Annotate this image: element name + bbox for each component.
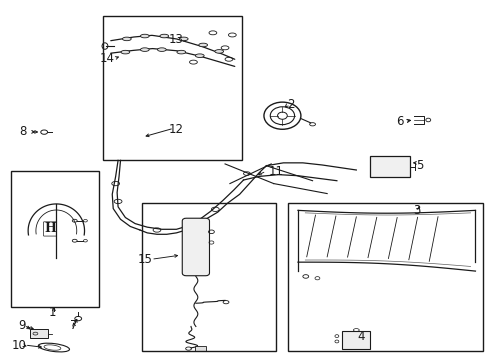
- Ellipse shape: [177, 50, 185, 54]
- Bar: [195, 346, 205, 351]
- Text: 12: 12: [168, 123, 183, 136]
- Text: 9: 9: [18, 319, 25, 332]
- Ellipse shape: [33, 332, 38, 335]
- Text: 8: 8: [20, 125, 27, 138]
- Text: 6: 6: [396, 114, 403, 127]
- Text: 11: 11: [268, 165, 283, 177]
- Text: 3: 3: [412, 204, 420, 217]
- Text: 5: 5: [415, 159, 422, 172]
- Ellipse shape: [179, 37, 188, 41]
- Text: 10: 10: [11, 338, 26, 351]
- Text: 14: 14: [100, 52, 115, 65]
- Text: 15: 15: [137, 253, 152, 266]
- Bar: [11, 171, 99, 307]
- Bar: [287, 203, 482, 351]
- Ellipse shape: [122, 37, 131, 41]
- Bar: [369, 157, 409, 177]
- Text: 13: 13: [169, 33, 183, 46]
- Text: H: H: [44, 222, 56, 235]
- Ellipse shape: [214, 50, 223, 53]
- Ellipse shape: [140, 34, 149, 38]
- Ellipse shape: [195, 54, 203, 58]
- Text: 2: 2: [286, 99, 294, 112]
- Bar: [103, 16, 242, 160]
- Ellipse shape: [121, 50, 129, 54]
- Ellipse shape: [157, 48, 166, 51]
- Ellipse shape: [140, 48, 149, 51]
- Bar: [142, 203, 276, 351]
- Bar: [30, 329, 48, 338]
- Bar: [186, 221, 205, 273]
- Text: 1: 1: [49, 306, 56, 319]
- Bar: [341, 332, 369, 348]
- Text: 7: 7: [69, 319, 77, 332]
- Text: 4: 4: [357, 330, 364, 343]
- Ellipse shape: [160, 34, 168, 38]
- FancyBboxPatch shape: [182, 218, 209, 276]
- Ellipse shape: [199, 43, 207, 47]
